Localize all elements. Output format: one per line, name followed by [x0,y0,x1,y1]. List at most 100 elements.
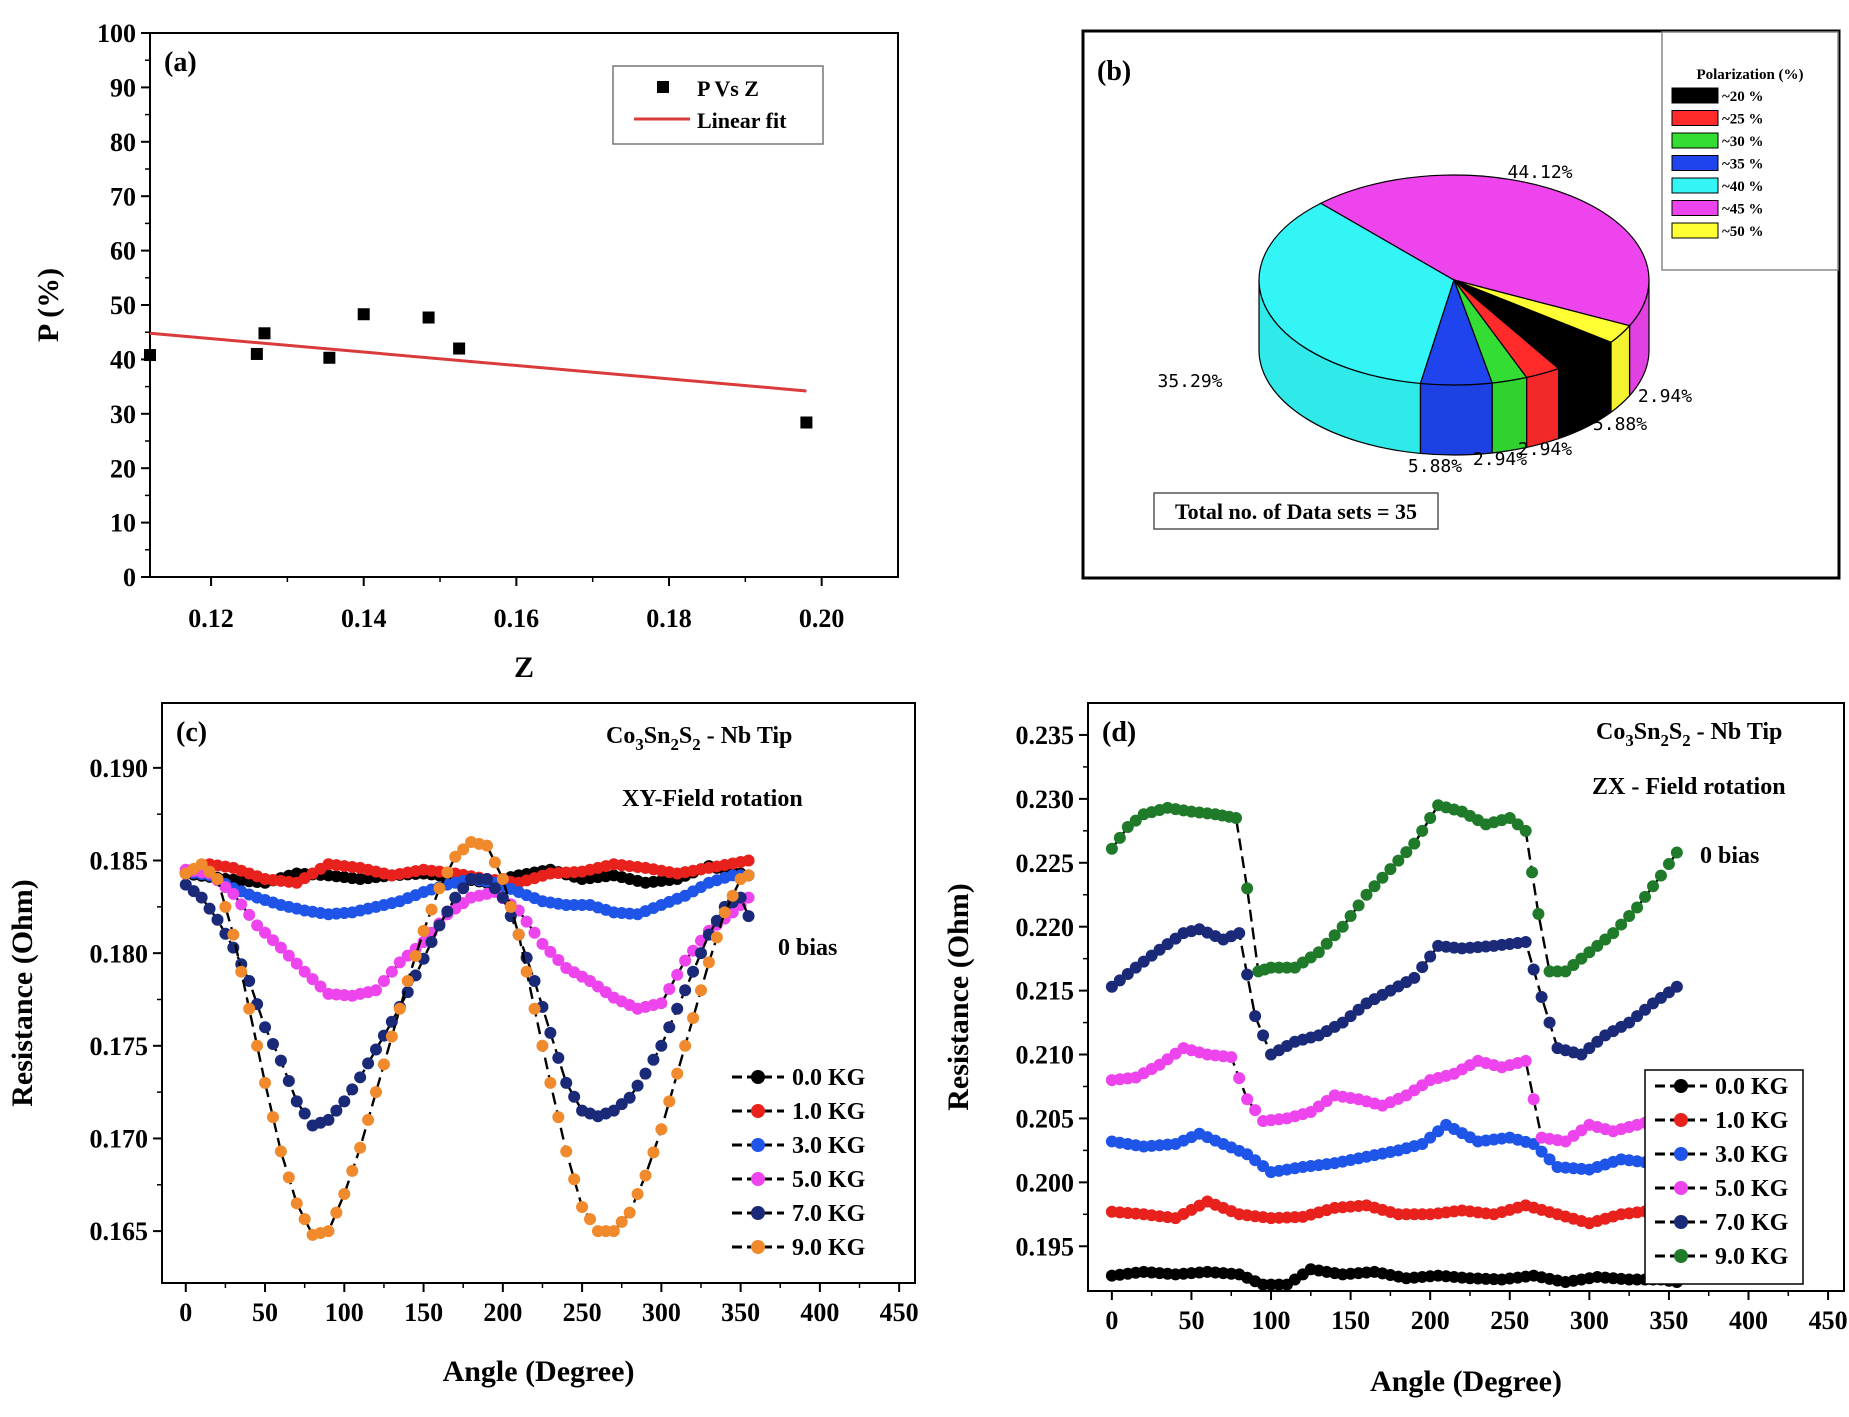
data-point [1543,1153,1556,1166]
legend-label: 9.0 KG [792,1235,866,1261]
data-point [671,1067,684,1080]
data-point [243,1002,256,1015]
pie-slice-35 [1419,278,1493,386]
data-point [314,980,327,993]
legend-label: ~45 % [1722,202,1764,218]
data-point [457,843,470,856]
data-point [702,956,715,969]
data-point [1583,1042,1596,1055]
data-point [1567,959,1580,972]
data-point [346,1083,359,1096]
data-point [203,902,216,915]
data-point [1368,880,1381,893]
data-point [330,1104,343,1117]
legend-marker [1674,1147,1688,1161]
data-point [195,858,208,871]
data-point [655,1123,668,1136]
data-point [1631,1010,1644,1023]
data-point [671,1002,684,1015]
data-point [1352,899,1365,912]
legend-marker-points [657,81,669,93]
data-point [1416,1138,1429,1150]
y-tick-label: 0.175 [90,1032,149,1061]
y-axis-title: P (%) [32,268,65,342]
legend-swatch [1671,87,1719,104]
data-point [742,910,755,923]
y-tick-label: 70 [110,182,136,211]
data-point [362,1113,375,1126]
data-point [235,898,248,911]
data-point [1591,939,1604,952]
y-tick-label: 20 [110,454,136,483]
data-point [1639,890,1652,903]
data-point [425,903,438,916]
data-point [1241,968,1254,981]
data-point [259,1021,272,1034]
slice-value-label: 2.94% [1518,439,1572,460]
data-point [211,873,224,886]
data-point [1105,980,1118,993]
data-point [710,914,723,927]
data-point [1631,901,1644,914]
data-point [1257,1029,1270,1042]
data-point [338,1095,351,1108]
series-00kg [1105,1263,1683,1291]
x-tick-label: 100 [325,1298,364,1327]
data-point [1312,946,1325,959]
data-point [243,974,256,987]
data-point [1623,910,1636,923]
x-tick-label: 0.18 [646,604,692,633]
data-point [1352,1003,1365,1016]
legend-marker [1674,1079,1688,1093]
legend-marker [751,1206,765,1220]
data-point [323,351,336,364]
data-point [663,1021,676,1034]
y-tick-label: 0.215 [1016,977,1075,1006]
legend-a: P Vs Z Linear fit [612,65,824,145]
bias-annotation: 0 bias [1700,843,1759,869]
data-point [1670,980,1683,993]
data-point [663,1095,676,1108]
slice-value-label: 5.88% [1593,414,1647,435]
data-point [1623,1016,1636,1029]
y-tick-label: 0.180 [90,939,149,968]
data-point [512,928,525,941]
data-point [1503,812,1516,825]
y-tick-label: 80 [110,128,136,157]
legend-marker [1674,1215,1688,1229]
data-point [647,1053,660,1066]
data-point [1233,927,1246,940]
y-tick-label: 0.195 [1016,1232,1075,1261]
data-point [639,1169,652,1182]
data-point [1328,929,1341,942]
legend-label: 5.0 KG [792,1167,866,1193]
legend-marker [1674,1113,1688,1127]
x-tick-label: 200 [483,1298,522,1327]
total-datasets-note: Total no. of Data sets = 35 [1175,499,1417,524]
data-point [742,869,755,882]
data-point [679,984,692,997]
legend-label: 0.0 KG [1715,1074,1789,1100]
data-point [1416,824,1429,837]
legend-box [612,65,824,145]
slice-value-label: 2.94% [1473,449,1527,470]
data-point [576,1201,589,1214]
data-point [250,347,263,360]
legend-swatch [1671,110,1719,126]
pie-side-25 [1525,367,1560,449]
data-point [536,937,549,950]
data-point [227,928,240,941]
data-point [1527,1093,1540,1106]
data-point [607,1104,620,1117]
y-tick-label: 100 [97,19,136,48]
data-point [266,1037,279,1050]
series-50kg [1105,1042,1683,1148]
data-point [322,1225,335,1238]
data-point [401,974,414,987]
data-point [274,941,287,954]
legend-swatch [1671,200,1719,216]
data-point [623,1206,636,1219]
y-tick-label: 0.190 [90,754,149,783]
total-box [1153,492,1439,530]
data-point [1599,933,1612,946]
